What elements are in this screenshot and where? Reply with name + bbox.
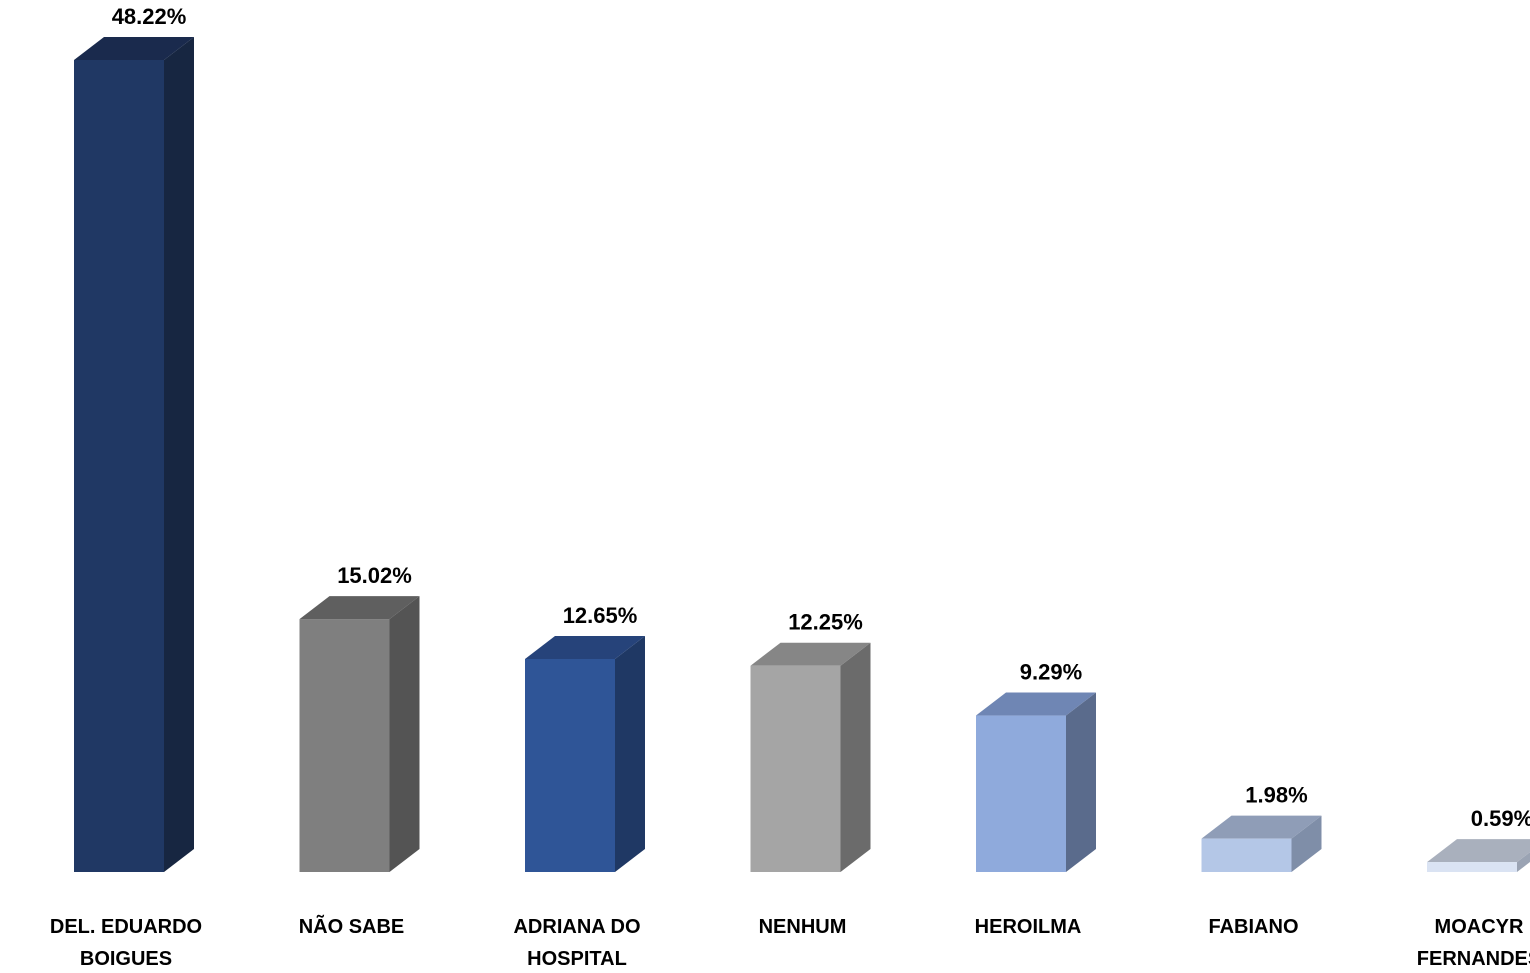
bar-side-face (840, 642, 871, 872)
bar-top-face (750, 642, 871, 666)
value-label-2: 15.02% (337, 563, 412, 588)
bar-side-face (615, 635, 645, 872)
value-label-3: 12.65% (563, 603, 638, 628)
category-label-line: DEL. EDUARDO (50, 916, 202, 938)
bar-front-face (1201, 838, 1292, 872)
bar-side-face (1517, 852, 1530, 872)
bar-top-face (976, 692, 1096, 716)
bar-front-face (1427, 862, 1517, 872)
category-label-line: ADRIANA DO (513, 916, 640, 938)
bar-4 (750, 642, 871, 872)
bar-side-face (1066, 692, 1096, 872)
bar-1 (74, 37, 194, 872)
category-label-1: DEL. EDUARDO BOIGUES (50, 916, 202, 968)
category-label-line: FERNANDES (1417, 948, 1530, 968)
category-label-line: BOIGUES (80, 948, 172, 968)
category-label-7: MOACYR FERNANDES (1417, 916, 1530, 968)
bars-layer (74, 37, 1530, 872)
bar-front-face (525, 658, 615, 872)
bar-top-face (1201, 815, 1322, 839)
bar-front-face (976, 715, 1066, 872)
value-label-6: 1.98% (1245, 783, 1307, 808)
category-label-line: FABIANO (1209, 916, 1299, 938)
category-label-3: ADRIANA DO HOSPITAL (513, 916, 640, 968)
bar-6 (1201, 815, 1322, 872)
category-label-line: HOSPITAL (527, 948, 627, 968)
bar-5 (976, 692, 1096, 872)
bar-2 (299, 596, 420, 872)
category-label-2: NÃO SABE (299, 915, 405, 938)
bar-top-face (299, 596, 420, 620)
value-labels-layer: 48.22% 15.02% 12.65% 12.25% 9.29% 1.98% 0.59% (112, 4, 1530, 831)
value-label-1: 48.22% (112, 4, 187, 29)
value-label-7: 0.59% (1471, 806, 1530, 831)
category-label-line: NENHUM (759, 916, 847, 938)
value-label-5: 9.29% (1020, 660, 1082, 685)
bar-front-face (299, 619, 390, 872)
category-label-line: HEROILMA (975, 916, 1082, 938)
category-label-4: NENHUM (759, 916, 847, 938)
bar-3 (525, 635, 645, 872)
bar-front-face (750, 665, 841, 872)
bar-side-face (389, 596, 420, 872)
bar-top-face (525, 635, 645, 659)
value-label-4: 12.25% (788, 610, 863, 635)
bar-top-face (74, 37, 194, 60)
category-label-line: NÃO SABE (299, 915, 405, 938)
bar-7 (1427, 839, 1530, 872)
category-label-6: FABIANO (1209, 916, 1299, 938)
bar-front-face (74, 60, 164, 872)
category-label-line: MOACYR (1435, 916, 1524, 938)
bar-side-face (164, 37, 194, 872)
bar-side-face (1291, 815, 1322, 872)
bar-top-face (1427, 839, 1530, 863)
category-labels-layer: DEL. EDUARDO BOIGUES NÃO SABE ADRIANA DO HOS… (50, 915, 1530, 970)
category-label-5: HEROILMA (975, 916, 1082, 938)
